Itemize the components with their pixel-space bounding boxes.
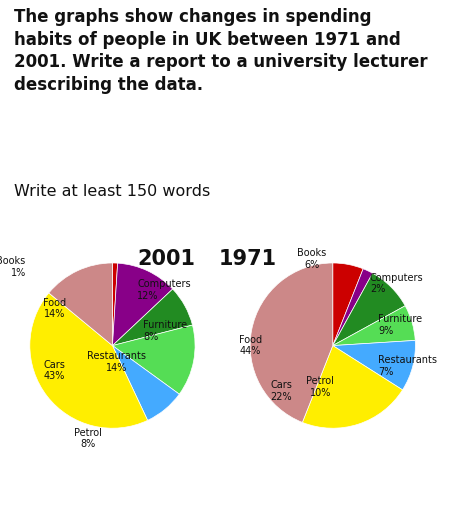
Text: Food
14%: Food 14% [43,297,66,319]
Text: Books
1%: Books 1% [0,257,26,278]
Text: Food
44%: Food 44% [239,335,262,356]
Text: 1971: 1971 [219,248,277,268]
Wedge shape [112,346,179,420]
Wedge shape [112,289,192,346]
Text: Computers
12%: Computers 12% [137,279,191,301]
Text: Restaurants
7%: Restaurants 7% [378,355,437,377]
Text: Books
6%: Books 6% [297,248,327,270]
Wedge shape [250,263,333,422]
Wedge shape [49,263,112,346]
Text: Furniture
8%: Furniture 8% [144,321,188,342]
Text: Computers
2%: Computers 2% [370,273,424,294]
Wedge shape [333,269,373,346]
Wedge shape [333,263,363,346]
Wedge shape [333,306,415,346]
Text: Write at least 150 words: Write at least 150 words [14,184,210,199]
Text: The graphs show changes in spending
habits of people in UK between 1971 and
2001: The graphs show changes in spending habi… [14,8,427,94]
Text: Cars
43%: Cars 43% [44,359,66,381]
Wedge shape [30,293,148,428]
Wedge shape [112,263,173,346]
Text: ▲: ▲ [420,481,437,501]
Text: Petrol
8%: Petrol 8% [74,428,101,450]
Text: Spending habits of people in UK between 1971 and 2: Spending habits of people in UK between … [8,484,405,498]
Text: Furniture
9%: Furniture 9% [378,314,422,336]
Text: 2001: 2001 [137,248,195,268]
Wedge shape [333,273,405,346]
Wedge shape [302,346,403,428]
Text: Cars
22%: Cars 22% [270,380,292,402]
Text: Restaurants
14%: Restaurants 14% [87,351,146,373]
Wedge shape [333,340,415,390]
Wedge shape [112,325,195,394]
Text: Petrol
10%: Petrol 10% [307,376,334,398]
Wedge shape [112,263,118,346]
